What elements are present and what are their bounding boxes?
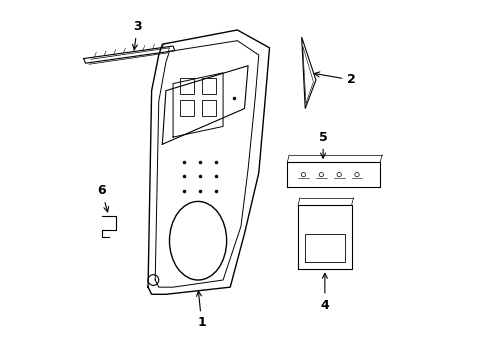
Text: 3: 3 bbox=[132, 20, 142, 50]
Text: 6: 6 bbox=[97, 184, 108, 212]
Text: 5: 5 bbox=[318, 131, 327, 158]
Text: 4: 4 bbox=[320, 273, 328, 311]
Text: 2: 2 bbox=[314, 72, 355, 86]
Text: 1: 1 bbox=[196, 291, 205, 329]
Polygon shape bbox=[301, 37, 315, 109]
